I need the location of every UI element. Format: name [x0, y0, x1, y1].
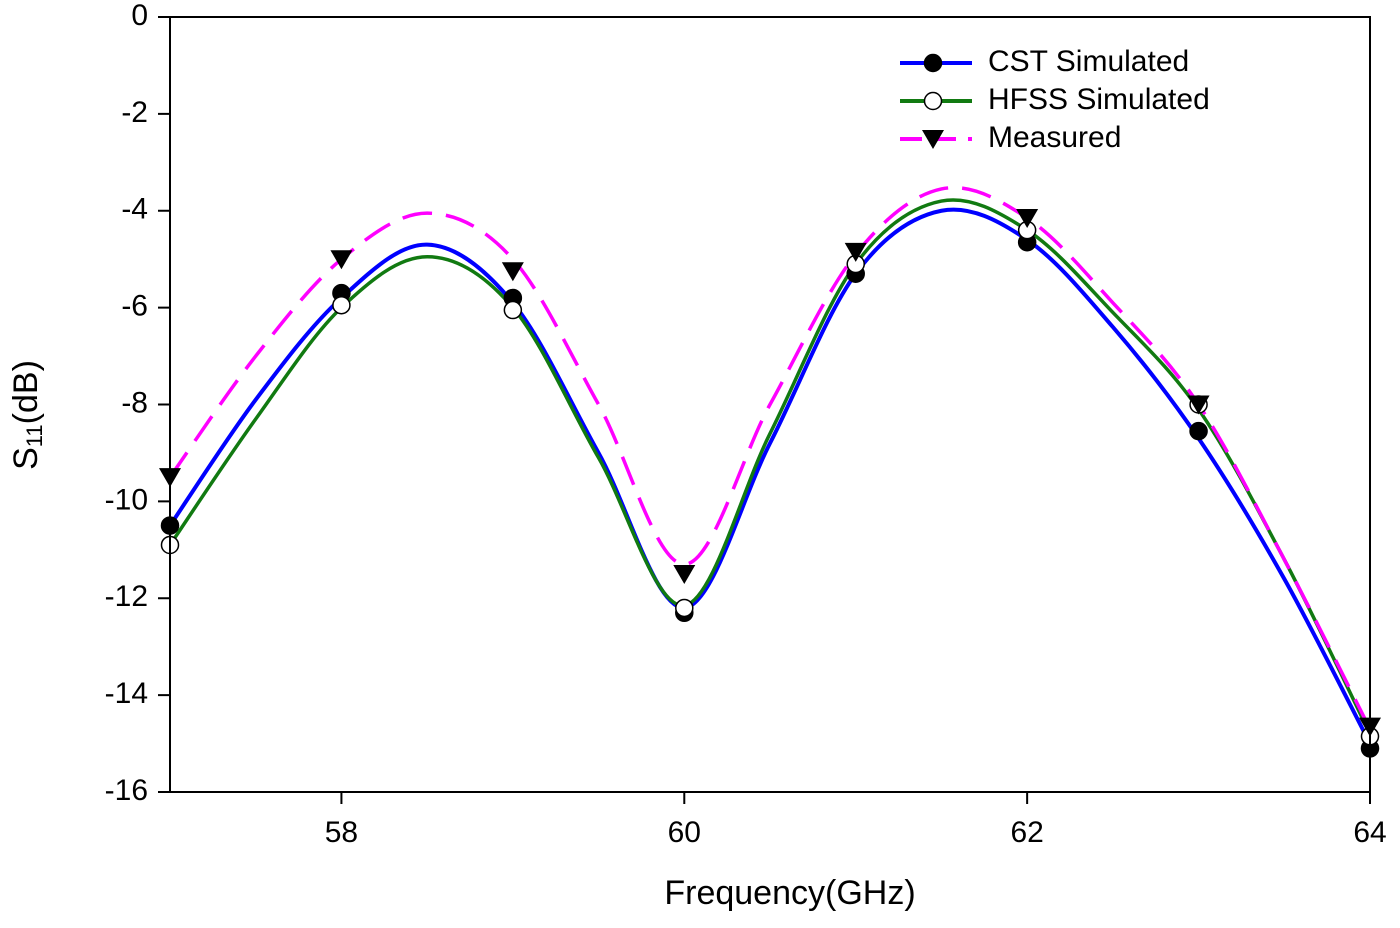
marker	[844, 242, 867, 262]
marker	[1187, 395, 1210, 415]
marker	[501, 262, 524, 282]
y-tick-label: -14	[105, 677, 148, 710]
legend-marker	[923, 91, 943, 111]
y-axis-label: S11(dB)	[7, 360, 47, 470]
x-tick-label: 60	[668, 816, 701, 849]
series-line	[168, 198, 1372, 735]
legend-label: HFSS Simulated	[988, 83, 1210, 116]
marker	[673, 565, 696, 585]
y-tick-label: -6	[121, 290, 148, 323]
x-tick-label: 58	[325, 816, 358, 849]
legend-marker	[922, 130, 944, 149]
series-line	[168, 207, 1372, 745]
y-label-main: S	[7, 447, 45, 470]
series-line	[168, 186, 1372, 730]
y-tick-label: -8	[121, 386, 148, 419]
legend-label: Measured	[988, 121, 1121, 154]
marker	[1189, 421, 1208, 441]
x-axis-label: Frequency(GHz)	[664, 874, 915, 912]
y-label-unit: (dB)	[7, 360, 45, 424]
x-tick-label: 64	[1353, 816, 1386, 849]
y-label-sub: 11	[22, 424, 47, 447]
y-tick-label: -2	[121, 96, 148, 129]
marker	[503, 300, 523, 320]
plot-frame	[169, 16, 1371, 793]
y-tick-label: 0	[131, 0, 148, 32]
y-tick-label: -12	[105, 580, 148, 613]
marker	[675, 598, 694, 618]
y-tick-label: -16	[105, 774, 148, 807]
marker	[330, 250, 353, 270]
x-tick-label: 62	[1010, 816, 1043, 849]
marker	[332, 295, 351, 315]
legend-label: CST Simulated	[988, 45, 1189, 78]
y-tick-label: -10	[105, 483, 148, 516]
legend-marker	[923, 53, 943, 73]
marker	[1016, 209, 1039, 229]
y-tick-label: -4	[121, 193, 148, 226]
